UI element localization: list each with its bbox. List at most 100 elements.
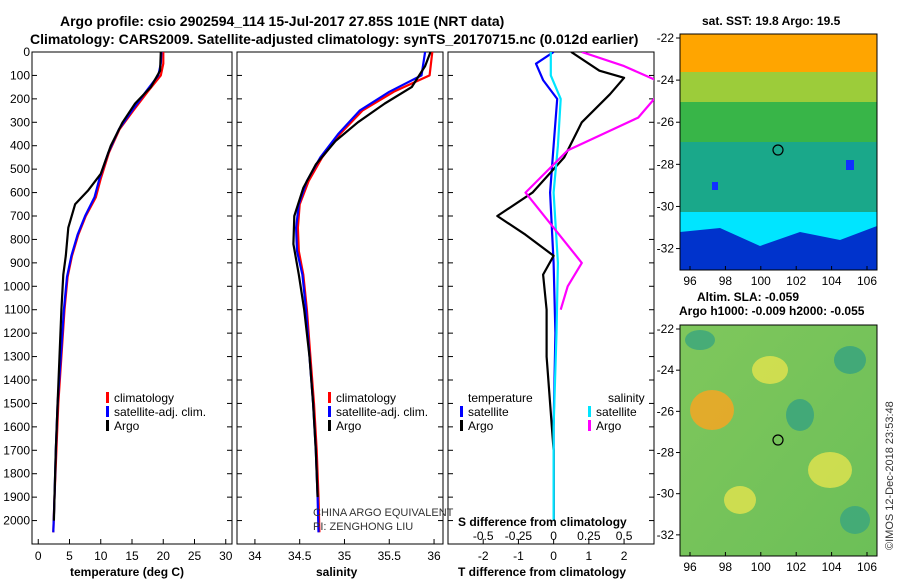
salinity-x-label: salinity bbox=[316, 565, 358, 579]
diff-s-x-tick-label: -0.25 bbox=[505, 529, 533, 543]
diff-t-x-axis: -2 -1 0 1 2 bbox=[478, 539, 628, 563]
salinity-x-tick-label: 36 bbox=[427, 549, 441, 563]
salinity-line-climatology bbox=[296, 52, 434, 533]
diff-t-x-tick-label: -2 bbox=[478, 549, 489, 563]
diff-legend-salinity-head: salinity bbox=[608, 391, 645, 405]
temperature-x-tick-label: 25 bbox=[188, 549, 202, 563]
imos-timestamp: ©IMOS 12-Dec-2018 23:53:48 bbox=[884, 401, 896, 550]
legend-climatology: climatology bbox=[114, 391, 174, 405]
sal-legend-swatch-climatology bbox=[328, 392, 331, 403]
salinity-panel-frame bbox=[236, 51, 444, 545]
sst-band-blue bbox=[680, 226, 877, 270]
diff-legend-t-argo: Argo bbox=[468, 419, 494, 433]
diff-t-x-tick-label: 2 bbox=[621, 549, 628, 563]
salinity-x-tick-label: 34 bbox=[248, 549, 262, 563]
depth-tick-label: 500 bbox=[10, 162, 30, 176]
legend-swatch-satellite bbox=[106, 406, 109, 417]
map-lon-tick-label: 102 bbox=[786, 274, 806, 288]
map-lat-tick-label: -32 bbox=[657, 242, 675, 256]
sst-argo-location-marker bbox=[772, 144, 784, 156]
depth-tick-label: 1500 bbox=[3, 396, 30, 410]
sst-band-teal bbox=[680, 142, 877, 212]
map-lat-tick-label: -22 bbox=[657, 322, 675, 336]
temperature-legend: climatology satellite-adj. clim. Argo bbox=[106, 391, 206, 433]
salinity-x-tick-label: 35 bbox=[338, 549, 352, 563]
depth-tick-label: 100 bbox=[10, 68, 30, 82]
sst-blue-patch-1 bbox=[712, 182, 718, 190]
difference-legend: temperature salinity satellite Argo sate… bbox=[460, 391, 645, 433]
figure-title-line1: Argo profile: csio 2902594_114 15-Jul-20… bbox=[60, 13, 504, 29]
legend-swatch-argo bbox=[106, 420, 109, 431]
depth-tick-label: 1800 bbox=[3, 467, 30, 481]
map-lon-tick-label: 98 bbox=[719, 274, 733, 288]
diff-t-x-tick-label: 0 bbox=[550, 549, 557, 563]
sla-map-frame bbox=[679, 324, 878, 557]
map-lat-tick-label: -24 bbox=[657, 363, 675, 377]
temperature-x-tick-label: 0 bbox=[35, 549, 42, 563]
depth-tick-label: 0 bbox=[23, 45, 30, 59]
sal-legend-argo: Argo bbox=[336, 419, 362, 433]
sla-high-1 bbox=[690, 390, 734, 430]
depth-tick-label: 1600 bbox=[3, 420, 30, 434]
sla-argo-location-marker bbox=[772, 434, 784, 446]
salinity-x-axis: 34 34.5 35 35.5 36 bbox=[248, 539, 441, 563]
temperature-x-tick-label: 20 bbox=[157, 549, 171, 563]
depth-tick-label: 300 bbox=[10, 115, 30, 129]
diff-legend-s-satellite: satellite bbox=[596, 405, 637, 419]
temperature-x-label: temperature (deg C) bbox=[70, 565, 184, 579]
sla-low-4 bbox=[840, 506, 870, 534]
map-lon-tick-label: 98 bbox=[719, 560, 733, 574]
difference-line-salinity-satellite bbox=[549, 52, 562, 521]
temperature-line-climatology bbox=[52, 52, 165, 533]
legend-argo: Argo bbox=[114, 419, 140, 433]
depth-tick-label: 1100 bbox=[4, 303, 30, 317]
diff-t-x-tick-label: 1 bbox=[586, 549, 593, 563]
map-lat-tick-label: -26 bbox=[657, 115, 675, 129]
diff-legend-temperature-head: temperature bbox=[468, 391, 533, 405]
depth-tick-label: 400 bbox=[10, 139, 30, 153]
temperature-x-tick-label: 30 bbox=[219, 549, 233, 563]
sst-map-title: sat. SST: 19.8 Argo: 19.5 bbox=[702, 14, 841, 28]
salinity-x-tick-label: 34.5 bbox=[288, 549, 312, 563]
map-lat-tick-label: -28 bbox=[657, 446, 675, 460]
temperature-x-tick-label: 10 bbox=[94, 549, 108, 563]
map-lon-tick-label: 96 bbox=[683, 560, 697, 574]
salinity-series bbox=[292, 52, 434, 533]
temperature-series bbox=[52, 52, 165, 533]
diff-legend-swatch-s-argo bbox=[588, 420, 591, 431]
map-lon-tick-label: 104 bbox=[822, 560, 842, 574]
map-lat-tick-label: -24 bbox=[657, 73, 675, 87]
map-lat-tick-label: -26 bbox=[657, 404, 675, 418]
diff-s-x-tick-label: 0 bbox=[550, 529, 557, 543]
diff-s-x-tick-label: 0.25 bbox=[577, 529, 601, 543]
map-lat-tick-label: -30 bbox=[657, 487, 675, 501]
map-lon-tick-label: 96 bbox=[683, 274, 697, 288]
depth-tick-label: 200 bbox=[10, 92, 30, 106]
map-lon-tick-label: 106 bbox=[857, 560, 877, 574]
diff-legend-s-argo: Argo bbox=[596, 419, 622, 433]
sla-high-3 bbox=[808, 452, 852, 488]
sla-map-title1: Altim. SLA: -0.059 bbox=[697, 290, 799, 304]
sla-map-axes: -22 -24 -26 -28 -30 -32 96 98 100 102 104 106 bbox=[657, 322, 878, 574]
sal-legend-swatch-satellite bbox=[328, 406, 331, 417]
sst-band-green bbox=[680, 102, 877, 142]
diff-s-x-axis: -0.5 -0.25 0 0.25 0.5 bbox=[473, 529, 633, 543]
map-lon-tick-label: 100 bbox=[751, 274, 771, 288]
difference-line-salinity-argo bbox=[524, 52, 654, 311]
diff-s-x-tick-label: -0.5 bbox=[473, 529, 494, 543]
sst-map bbox=[679, 33, 878, 271]
depth-tick-label: 1200 bbox=[3, 326, 30, 340]
sst-band-yellowgreen bbox=[680, 72, 877, 102]
sla-low-1 bbox=[786, 399, 814, 431]
map-lat-tick-label: -30 bbox=[657, 199, 675, 213]
diff-s-x-label: S difference from climatology bbox=[458, 515, 627, 529]
depth-tick-label: 1900 bbox=[3, 490, 30, 504]
sal-legend-climatology: climatology bbox=[336, 391, 396, 405]
diff-t-x-tick-label: -1 bbox=[513, 549, 524, 563]
figure-title-line2: Climatology: CARS2009. Satellite-adjuste… bbox=[30, 31, 638, 47]
sla-map bbox=[679, 324, 878, 557]
sst-blue-patch-2 bbox=[846, 160, 854, 170]
diff-legend-swatch-t-argo bbox=[460, 420, 463, 431]
map-lat-tick-label: -22 bbox=[657, 31, 675, 45]
